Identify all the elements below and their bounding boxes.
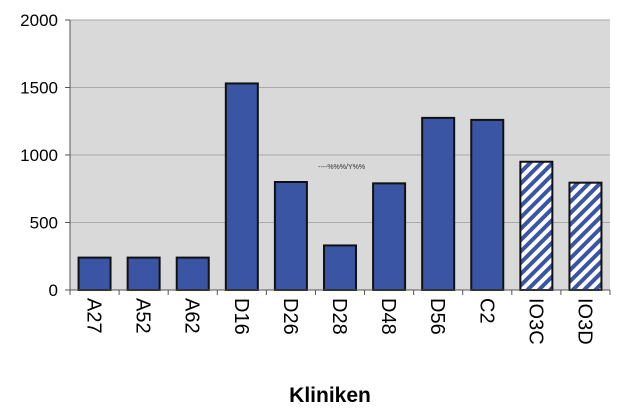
x-tick-label: A52 — [132, 298, 154, 334]
x-tick-label: C2 — [475, 298, 497, 324]
x-tick-label: A62 — [181, 298, 203, 334]
chart-annotation: ----%%%/Y%% — [318, 164, 365, 171]
bars — [77, 82, 603, 292]
bar-a62 — [175, 256, 210, 292]
bar-a52 — [126, 256, 161, 292]
x-tick-label: A27 — [83, 298, 105, 334]
y-tick-label: 500 — [30, 214, 58, 233]
bar-d56 — [421, 116, 456, 291]
y-tick-label: 1500 — [20, 79, 58, 98]
bar-d48 — [372, 182, 407, 292]
bar-io3d — [568, 181, 603, 291]
bar-d28 — [323, 244, 357, 291]
bar-a27 — [77, 256, 112, 292]
x-tick-label: D48 — [377, 298, 399, 335]
y-tick-label: 2000 — [20, 11, 58, 30]
x-axis-label: Kliniken — [289, 384, 371, 407]
x-tick-label: D16 — [230, 298, 252, 335]
x-tick-label: IO3D — [573, 298, 595, 345]
x-tick-label: D28 — [328, 298, 350, 335]
x-axis-ticks: A27 A52 A62 D16 D26 D28 D48 D56 C2 IO3C IO3D — [69, 290, 611, 345]
x-tick-label: D26 — [279, 298, 301, 335]
y-axis-ticks: 0 500 1000 1500 2000 — [20, 11, 70, 300]
x-tick-label: IO3C — [524, 298, 546, 345]
bar-d26 — [273, 181, 308, 291]
bar-c2 — [470, 118, 505, 292]
bar-io3c — [519, 160, 554, 291]
bar-d16 — [224, 82, 259, 291]
y-tick-label: 0 — [49, 281, 58, 300]
y-tick-label: 1000 — [20, 146, 58, 165]
x-tick-label: D56 — [426, 298, 448, 335]
